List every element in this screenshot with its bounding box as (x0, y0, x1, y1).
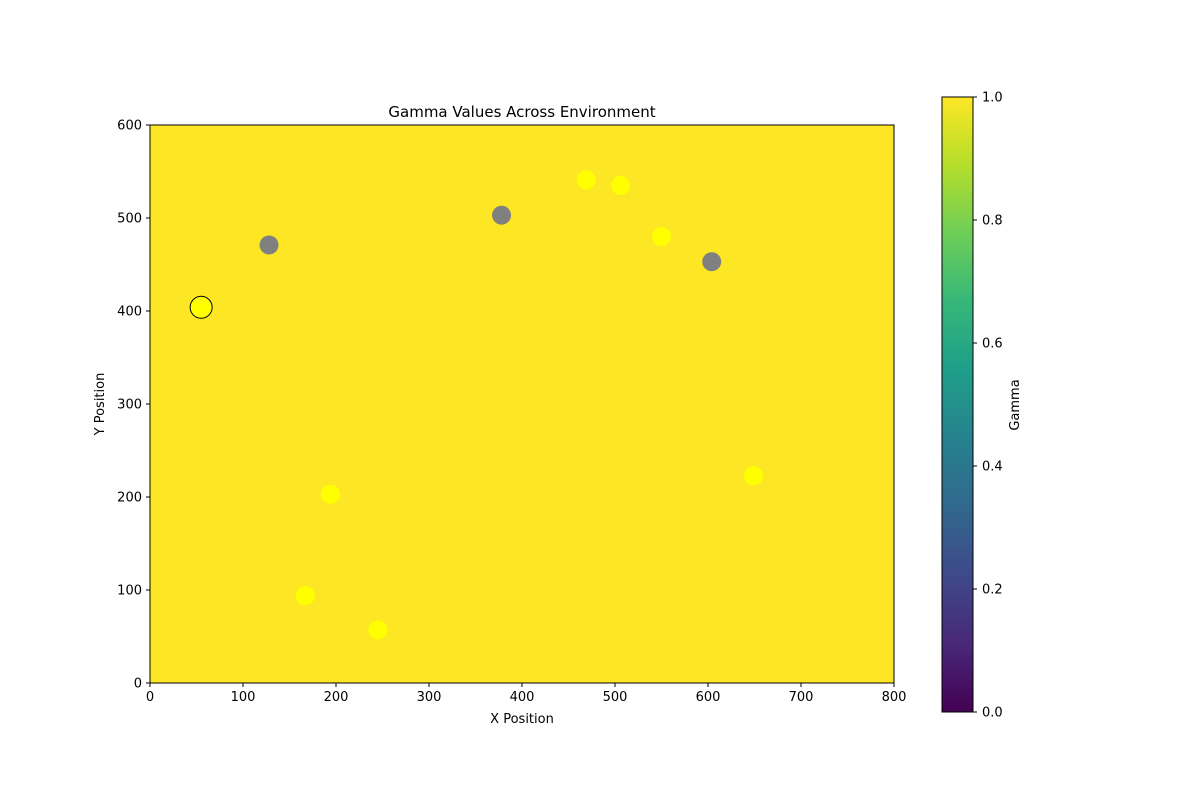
x-tick-label: 400 (510, 690, 535, 705)
x-tick-label: 0 (146, 690, 154, 705)
y-tick-label: 0 (134, 677, 142, 692)
point-yellow-5 (652, 227, 671, 247)
point-yellow-9 (368, 620, 388, 640)
x-tick-label: 300 (417, 690, 442, 705)
x-tick-label: 100 (231, 690, 256, 705)
colorbar-tick-label: 1.0 (982, 91, 1003, 106)
colorbar-tick-label: 0.0 (982, 706, 1003, 721)
point-yellow-4 (611, 175, 631, 195)
y-tick-label: 400 (117, 305, 142, 320)
y-tick-label: 100 (117, 584, 142, 599)
colorbar-ticks: 0.0 0.2 0.4 0.6 0.8 1.0 (973, 91, 1003, 721)
point-yellow-8 (295, 586, 315, 606)
y-tick-label: 600 (117, 119, 142, 134)
points-layer (189, 170, 764, 640)
chart-title: Gamma Values Across Environment (388, 103, 655, 121)
agent-point (189, 295, 213, 319)
x-tick-label: 500 (603, 690, 628, 705)
colorbar-frame (941, 96, 974, 713)
y-tick-label: 300 (117, 398, 142, 413)
plot-area (149, 124, 895, 684)
gamma-field (150, 125, 894, 683)
colorbar: 0.0 0.2 0.4 0.6 0.8 1.0 Gamma (941, 91, 1023, 721)
x-tick-label: 600 (696, 690, 721, 705)
point-gray-0 (259, 235, 279, 255)
point-gray-1 (492, 205, 512, 225)
point-yellow-7 (320, 484, 340, 504)
x-tick-label: 700 (789, 690, 814, 705)
point-yellow-3 (576, 170, 596, 190)
point-gray-2 (702, 252, 722, 272)
y-axis-label: Y Position (93, 373, 108, 437)
x-tick-label: 800 (882, 690, 907, 705)
x-tick-label: 200 (324, 690, 349, 705)
x-axis-label: X Position (490, 712, 554, 727)
colorbar-gradient (942, 97, 973, 712)
point-yellow-6 (744, 466, 764, 486)
y-tick-label: 200 (117, 491, 142, 506)
colorbar-tick-label: 0.4 (982, 460, 1003, 475)
colorbar-tick-label: 0.8 (982, 214, 1003, 229)
y-tick-label: 500 (117, 212, 142, 227)
colorbar-label: Gamma (1008, 379, 1023, 430)
colorbar-tick-label: 0.6 (982, 337, 1003, 352)
colorbar-tick-label: 0.2 (982, 583, 1003, 598)
x-axis: 0 100 200 300 400 500 600 700 800 (146, 683, 907, 705)
y-axis: 0 100 200 300 400 500 600 (117, 119, 150, 692)
